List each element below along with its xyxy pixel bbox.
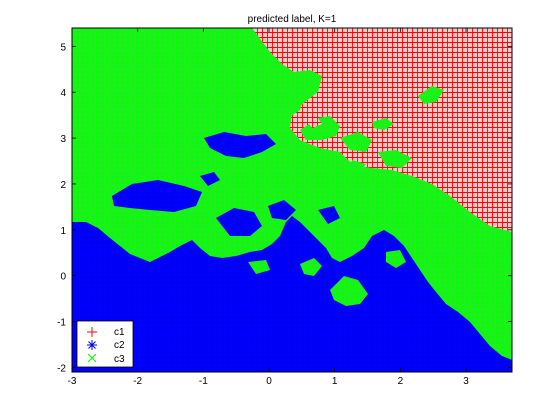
region-c3-island [340,132,372,152]
region-c1 [252,28,512,232]
axes-box [71,27,513,373]
region-c3-island [378,150,412,168]
region-c3-island [268,92,304,118]
legend-label-c3: c3 [114,354,125,365]
y-tick-label: -1 [57,318,66,329]
y-tick-label: 1 [60,226,66,237]
region-c2-island [112,180,202,212]
x-tick-label: -1 [199,376,208,387]
legend-label-c1: c1 [114,327,125,338]
legend-box [76,320,134,368]
region-c2-island [200,172,220,186]
region-c3-island [386,250,406,268]
region-c3-island [248,260,270,274]
plus-marker-icon [87,327,97,337]
region-c3-island [300,258,322,276]
region-c2-island [204,132,276,158]
region-c3-island [330,276,368,306]
y-tick-label: 2 [60,180,66,191]
y-tick-label: 3 [60,134,66,145]
x-tick-label: 3 [463,376,469,387]
x-tick-label: 1 [332,376,338,387]
x-tick-label: 0 [266,376,272,387]
x-tick-label: -2 [133,376,142,387]
y-tick-label: 4 [60,88,66,99]
region-c3-island [418,86,444,104]
region-c2-island [216,208,262,236]
region-c3-island [298,146,314,160]
legend-item-c1: c1 [87,327,125,338]
legend: c1 c2 c3 [76,320,134,368]
region-c3-island [300,116,340,140]
y-tick-label: -2 [57,363,66,374]
plot-area [72,28,512,372]
legend-label-c2: c2 [114,340,125,351]
cross-marker-icon [87,353,97,363]
legend-item-c2: c2 [87,340,125,351]
y-axis: -2 -1 0 1 2 3 4 5 [57,42,512,374]
region-c2-island [268,200,296,220]
region-c3-island [372,118,394,130]
y-tick-label: 0 [60,272,66,283]
region-c2-island [318,206,340,224]
legend-item-c3: c3 [87,353,125,365]
chart-title: predicted label, K=1 [248,14,337,25]
x-tick-label: -3 [68,376,77,387]
region-c1-island [306,118,322,128]
y-tick-label: 5 [60,42,66,53]
region-c3-island [350,160,366,172]
x-tick-label: 2 [398,376,404,387]
asterisk-marker-icon [87,340,97,350]
x-axis: -3 -2 -1 0 1 2 3 [68,28,469,387]
